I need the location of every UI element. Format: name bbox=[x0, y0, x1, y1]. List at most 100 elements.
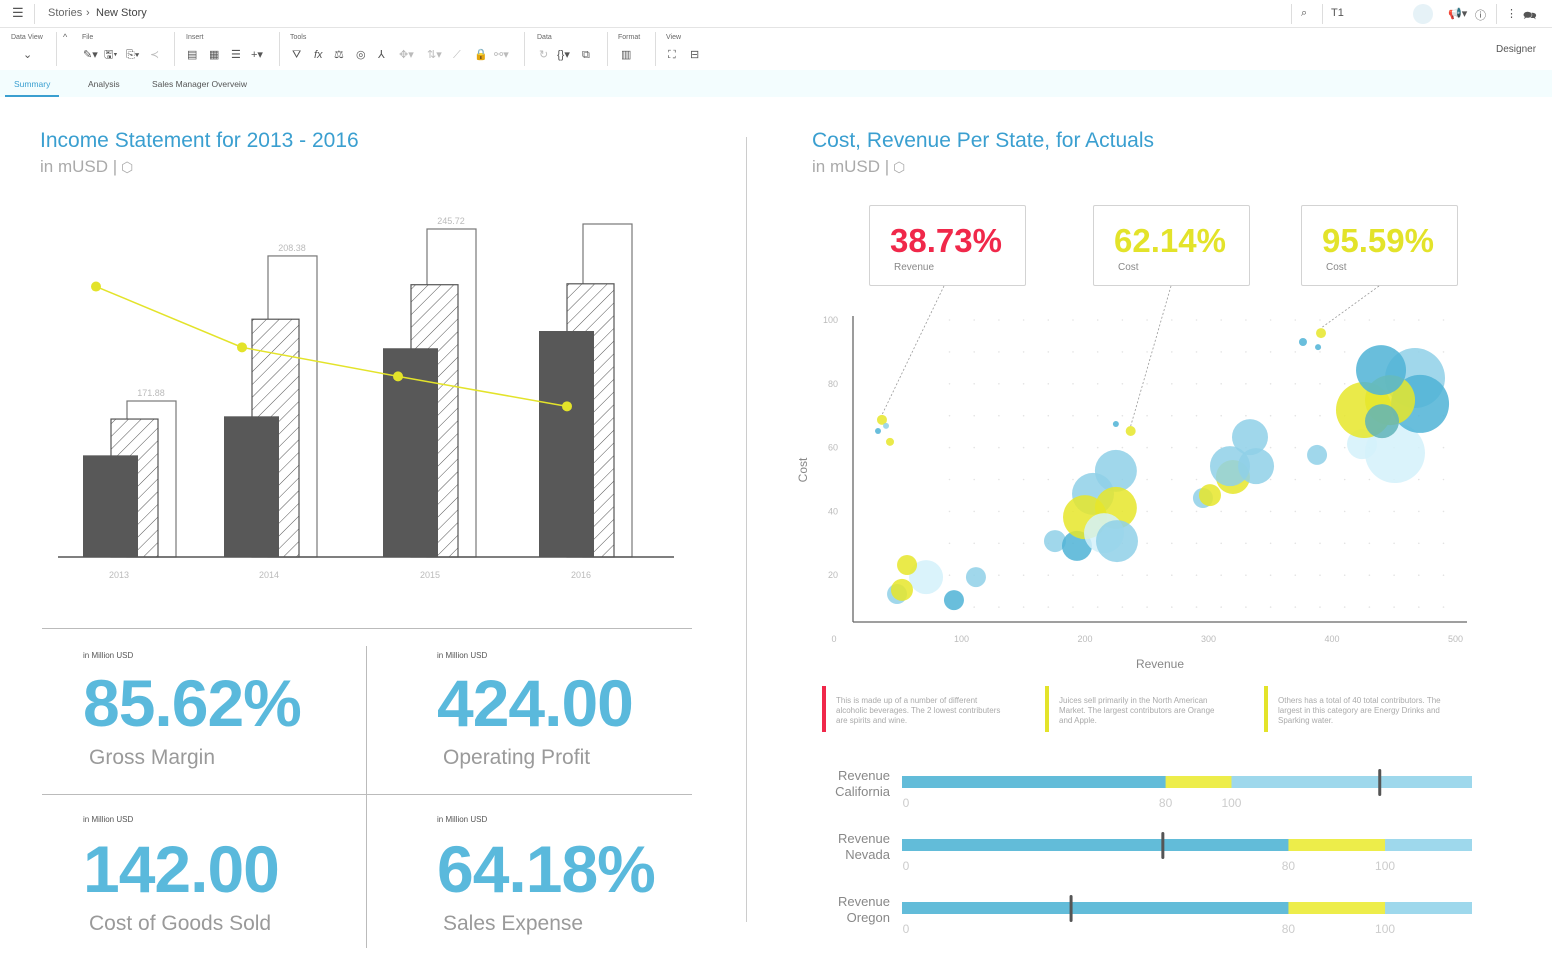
kpi-label: Sales Expense bbox=[443, 912, 584, 935]
trend-icon[interactable]: ⟋ bbox=[453, 49, 461, 61]
fullscreen-icon[interactable]: ⛶ bbox=[668, 49, 676, 61]
help-icon[interactable]: ⓘ bbox=[1475, 10, 1486, 22]
bubble bbox=[897, 554, 918, 575]
solid-bar bbox=[539, 331, 594, 557]
announcement-icon[interactable]: 📢▾ bbox=[1448, 8, 1468, 20]
refresh-icon[interactable]: ↻ bbox=[539, 49, 549, 61]
edit-icon[interactable]: ✎▾ bbox=[83, 49, 98, 61]
bubble bbox=[965, 567, 986, 588]
balance-icon[interactable]: ⚖ bbox=[334, 49, 344, 61]
grid-dot bbox=[1171, 351, 1173, 353]
grid-dot bbox=[1319, 606, 1321, 608]
kpi-value: 142.00 bbox=[83, 832, 280, 906]
grid-dot bbox=[1245, 319, 1247, 321]
avatar[interactable] bbox=[1413, 4, 1433, 24]
grid-dot bbox=[1294, 351, 1297, 353]
subtitle-text: in mUSD | bbox=[812, 157, 890, 176]
bubble bbox=[1316, 328, 1327, 339]
note-color-bar bbox=[1264, 686, 1268, 732]
model-cube-icon: ⬡ bbox=[889, 159, 906, 175]
bubble bbox=[1231, 419, 1268, 456]
bullet-row-label: Revenue Oregon bbox=[800, 894, 890, 926]
target-icon[interactable]: ◎ bbox=[356, 49, 366, 61]
filter-icon[interactable]: ⛛ bbox=[292, 49, 302, 61]
link-icon[interactable]: ⚯▾ bbox=[494, 49, 509, 61]
grid-dot bbox=[948, 351, 951, 353]
grid-dot bbox=[1294, 542, 1297, 545]
add-icon[interactable]: +▾ bbox=[251, 49, 263, 61]
divider bbox=[34, 4, 35, 24]
calculator-icon[interactable]: ▥ bbox=[621, 49, 632, 61]
grid-dot bbox=[998, 574, 1000, 576]
more-options-icon[interactable]: ⋮ bbox=[1506, 8, 1517, 20]
y-axis-label: Cost bbox=[796, 457, 810, 482]
callout-value: 62.14% bbox=[1114, 222, 1226, 259]
grid-dot bbox=[1269, 606, 1272, 608]
grid-dot bbox=[1096, 574, 1099, 576]
grid-dot bbox=[1072, 383, 1074, 385]
grid-dot bbox=[1171, 542, 1173, 545]
bullet-marker bbox=[1378, 769, 1382, 796]
note-others: Others has a total of 40 total contribut… bbox=[1264, 686, 1449, 732]
grid-dot bbox=[1319, 414, 1321, 417]
grid-dot bbox=[1245, 351, 1247, 353]
hierarchy-icon[interactable]: ⅄ bbox=[378, 49, 385, 61]
grid-dot bbox=[1121, 574, 1124, 576]
share-icon[interactable]: ≺ bbox=[150, 49, 160, 61]
hamburger-menu-icon[interactable]: ☰ bbox=[12, 5, 24, 20]
tab-summary[interactable]: Summary bbox=[4, 79, 60, 97]
bubble bbox=[1315, 344, 1322, 351]
move-icon[interactable]: ✥▾ bbox=[399, 49, 414, 61]
breadcrumb-chevron-icon: › bbox=[86, 7, 90, 19]
toolbar: Data View ⌄ ^ File ✎▾ 🖫▾ ⎘▾ ≺ Insert ▤ ▦… bbox=[0, 28, 1552, 70]
grid-dot bbox=[1195, 510, 1198, 513]
grid-dot bbox=[1022, 351, 1025, 353]
x-tick-label: 400 bbox=[1324, 634, 1339, 644]
grid-dot bbox=[1072, 414, 1074, 417]
chart-icon[interactable]: ▤ bbox=[187, 49, 198, 61]
copy-icon[interactable]: ⎘▾ bbox=[126, 49, 140, 61]
breadcrumb-stories[interactable]: Stories bbox=[48, 7, 83, 19]
input-control-icon[interactable]: ☰ bbox=[231, 49, 241, 61]
bullet-actual-bar bbox=[902, 902, 1289, 914]
lock-icon[interactable]: 🔒 bbox=[474, 49, 488, 61]
chat-icon[interactable]: 🗪 bbox=[1523, 10, 1537, 22]
bubble bbox=[1112, 420, 1119, 427]
grid-dot bbox=[1171, 446, 1173, 449]
grid-dot bbox=[1171, 510, 1173, 513]
grid-dot bbox=[1022, 383, 1025, 385]
grid-dot bbox=[1195, 383, 1198, 385]
grid-dot bbox=[1047, 478, 1050, 481]
grid-dot bbox=[998, 478, 1000, 481]
search-icon[interactable]: ⌕ bbox=[1301, 7, 1308, 19]
formula-icon[interactable]: fx bbox=[314, 49, 323, 61]
grid-dot bbox=[1319, 319, 1321, 321]
grid-dot bbox=[1195, 319, 1198, 321]
tab-analysis[interactable]: Analysis bbox=[88, 79, 120, 89]
kpi-label: Cost of Goods Sold bbox=[89, 912, 272, 935]
y-tick-label: 20 bbox=[828, 570, 838, 580]
user-initials[interactable]: T1 bbox=[1331, 7, 1344, 19]
grid-dot bbox=[1418, 510, 1420, 513]
chevron-down-icon[interactable]: ⌄ bbox=[23, 49, 33, 61]
x-tick-label: 2014 bbox=[259, 570, 279, 580]
table-icon[interactable]: ▦ bbox=[209, 49, 220, 61]
insert-group-label: Insert bbox=[186, 34, 204, 41]
copy-data-icon[interactable]: ⧉ bbox=[582, 49, 590, 61]
layout-icon[interactable]: ⊟ bbox=[690, 49, 700, 61]
save-icon[interactable]: 🖫▾ bbox=[104, 49, 118, 61]
grid-dot bbox=[1146, 414, 1148, 417]
note-text: Others has a total of 40 total contribut… bbox=[1278, 696, 1441, 725]
grid-dot bbox=[1343, 606, 1346, 608]
grid-dot bbox=[1195, 542, 1198, 545]
mode-designer[interactable]: Designer bbox=[1496, 44, 1537, 55]
sort-icon[interactable]: ⇅▾ bbox=[427, 49, 442, 61]
divider bbox=[42, 794, 692, 795]
kpi-operating-profit: in Million USD 424.00 Operating Profit bbox=[437, 651, 634, 770]
collapse-icon[interactable]: ^ bbox=[63, 32, 68, 42]
kpi-value: 85.62% bbox=[83, 666, 302, 740]
tab-sales-manager-overview[interactable]: Sales Manager Overveiw bbox=[152, 79, 247, 89]
solid-bar bbox=[224, 416, 279, 557]
variables-icon[interactable]: {}▾ bbox=[557, 49, 570, 61]
bullet-row-label-line: Revenue bbox=[837, 831, 890, 846]
